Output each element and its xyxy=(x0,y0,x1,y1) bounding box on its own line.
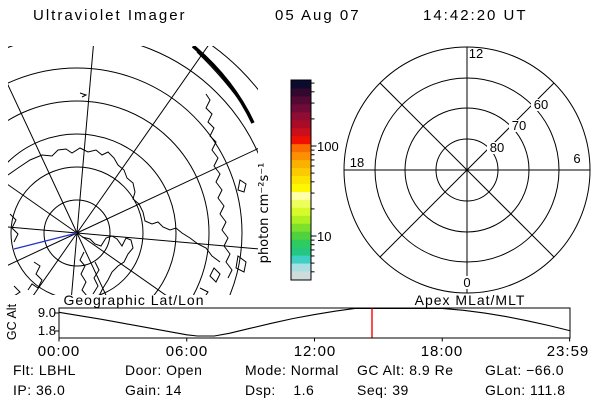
header-time: 14:42:20 UT xyxy=(423,7,528,24)
gc-alt-strip-chart: 9.0 1.8 GC Alt 00:00 06:00 12:00 18:00 2… xyxy=(5,303,590,360)
status-gcalt: GC Alt: 8.9 Re xyxy=(357,362,454,378)
colorbar-units-label: photon cm⁻²s⁻¹ xyxy=(257,163,272,264)
mlt-label-18: 18 xyxy=(350,155,364,170)
status-door: Door: Open xyxy=(125,362,203,378)
status-gain: Gain: 14 xyxy=(125,382,182,398)
y-axis-ticks xyxy=(54,312,59,332)
status-flt: Flt: LBHL xyxy=(13,362,76,378)
satellite-track-line xyxy=(13,232,78,250)
x-tick-label-1800: 18:00 xyxy=(421,343,464,360)
pacific-coastline xyxy=(199,93,247,295)
antarctica-coastline xyxy=(8,92,221,295)
status-seq: Seq: 39 xyxy=(357,382,409,398)
status-glon: GLon: 111.8 xyxy=(485,382,566,398)
y-tick-label-min: 1.8 xyxy=(38,323,56,338)
colorbar-ticks xyxy=(311,82,317,273)
geographic-map xyxy=(8,46,258,295)
x-tick-label-1200: 12:00 xyxy=(294,343,337,360)
colorbar-tick-label-100: 100 xyxy=(317,139,339,154)
colorbar-cells xyxy=(291,80,311,281)
gc-alt-curve xyxy=(58,307,570,337)
colorbar-tick-label-10: 10 xyxy=(317,229,331,244)
mlat-ring-label-60: 60 xyxy=(534,97,548,112)
terminator-band xyxy=(191,46,255,124)
mlat-ring-label-80: 80 xyxy=(490,140,504,155)
header-date: 05 Aug 07 xyxy=(275,7,361,24)
app-title: Ultraviolet Imager xyxy=(33,7,187,24)
apex-polar-plot: 12 18 6 0 80 70 60 xyxy=(343,46,591,294)
y-axis-title: GC Alt xyxy=(5,303,19,340)
map-graticule-grid xyxy=(8,46,258,295)
x-tick-label-0600: 06:00 xyxy=(166,343,209,360)
apex-grid xyxy=(343,46,591,294)
mlat-ring-label-70: 70 xyxy=(512,118,526,133)
y-tick-label-max: 9.0 xyxy=(38,305,56,320)
right-plot-title: Apex MLat/MLT xyxy=(415,292,526,308)
status-mode: Mode: Normal xyxy=(245,362,339,378)
status-ip: IP: 36.0 xyxy=(13,382,66,398)
colorbar: 100 10 photon cm⁻²s⁻¹ xyxy=(257,79,339,281)
mlt-label-0: 0 xyxy=(463,275,470,290)
status-dsp: Dsp: 1.6 xyxy=(245,382,315,398)
strip-chart-frame xyxy=(58,307,571,339)
x-tick-label-2359: 23:59 xyxy=(547,343,590,360)
x-axis-ticks xyxy=(58,338,571,342)
status-glat: GLat: −66.0 xyxy=(485,362,565,378)
x-tick-label-0000: 00:00 xyxy=(38,343,81,360)
left-map-title: Geographic Lat/Lon xyxy=(64,292,205,308)
mlt-label-6: 6 xyxy=(573,151,580,166)
colorbar-frame xyxy=(290,79,312,281)
apex-labels: 18 6 0 80 70 60 xyxy=(346,97,584,290)
mlt-label-12: 12 xyxy=(469,46,483,61)
